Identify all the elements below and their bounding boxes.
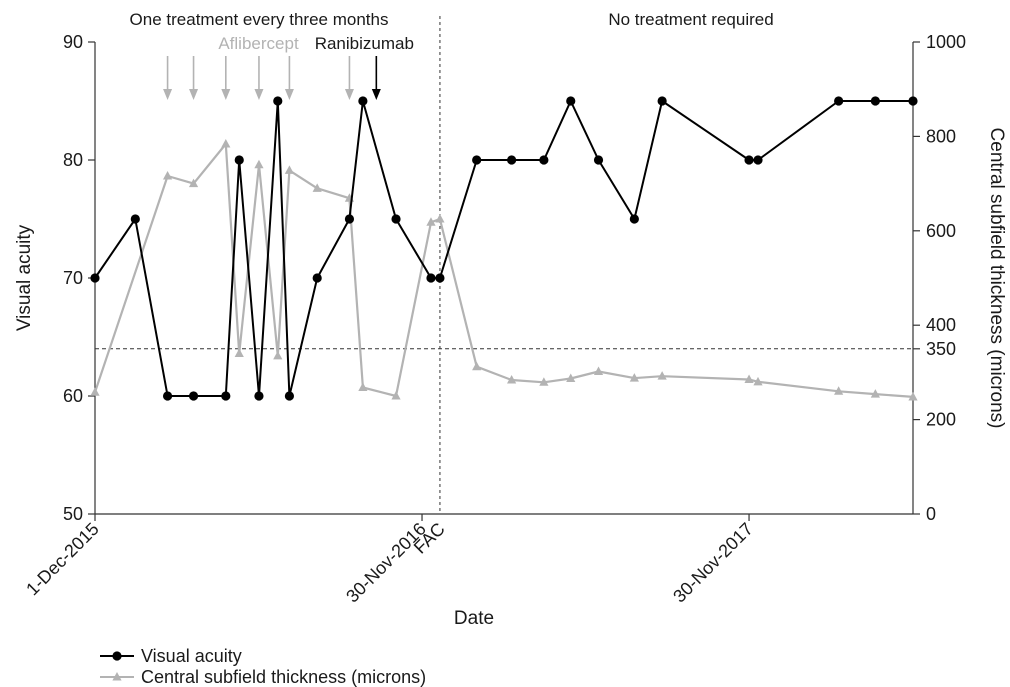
data-point-central-subfield-thickness <box>273 350 283 360</box>
data-point-central-subfield-thickness <box>254 159 264 169</box>
data-point-visual-acuity <box>90 273 100 283</box>
phase-label-after: No treatment required <box>608 10 773 29</box>
left-tick-label: 60 <box>63 386 83 406</box>
data-point-visual-acuity <box>629 214 639 224</box>
left-tick-label: 90 <box>63 32 83 52</box>
data-point-visual-acuity <box>566 96 576 106</box>
left-axis-title: Visual acuity <box>14 224 35 331</box>
data-point-central-subfield-thickness <box>234 348 244 358</box>
injection-arrow-head <box>189 89 199 100</box>
right-tick-label: 1000 <box>926 32 966 52</box>
chart-axes: 50 60 70 80 90 0 200 400 600 800 1000 350 Visual acu… <box>14 32 1007 629</box>
legend-marker-circle <box>112 651 122 661</box>
data-point-visual-acuity <box>273 96 283 106</box>
injection-label-ranibizumab: Ranibizumab <box>315 34 414 53</box>
data-point-central-subfield-thickness <box>284 165 295 174</box>
data-point-central-subfield-thickness <box>744 374 754 383</box>
data-point-visual-acuity <box>391 214 401 224</box>
data-point-visual-acuity <box>435 273 445 283</box>
injection-arrow-head <box>371 89 381 100</box>
right-tick-label: 400 <box>926 315 956 335</box>
data-point-visual-acuity <box>472 155 482 165</box>
data-point-visual-acuity <box>870 96 880 106</box>
data-point-central-subfield-thickness <box>507 374 517 384</box>
data-point-central-subfield-thickness <box>539 377 549 386</box>
injection-arrow-head <box>221 89 231 100</box>
right-tick-label: 600 <box>926 221 956 241</box>
data-point-visual-acuity <box>426 273 436 283</box>
right-tick-label: 200 <box>926 410 956 430</box>
data-point-visual-acuity <box>162 391 173 401</box>
x-tick-label: 1-Dec-2015 <box>22 519 103 600</box>
data-point-visual-acuity <box>539 155 549 165</box>
injection-arrow-head <box>163 89 173 100</box>
data-point-visual-acuity <box>657 96 667 106</box>
data-point-central-subfield-thickness <box>312 183 322 192</box>
data-point-visual-acuity <box>507 155 517 165</box>
data-point-central-subfield-thickness <box>834 386 844 395</box>
data-point-central-subfield-thickness <box>90 387 100 396</box>
injection-label-aflibercept: Aflibercept <box>218 34 299 53</box>
chart-guides <box>95 16 913 514</box>
data-point-central-subfield-thickness <box>629 373 639 382</box>
data-point-visual-acuity <box>234 155 244 165</box>
data-point-visual-acuity <box>254 391 264 401</box>
series-line-visual-acuity <box>94 100 913 397</box>
data-point-visual-acuity <box>284 391 295 401</box>
right-tick-label: 800 <box>926 126 956 146</box>
data-point-visual-acuity <box>908 96 918 106</box>
left-tick-label: 70 <box>63 268 83 288</box>
legend-label: Central subfield thickness (microns) <box>141 667 426 687</box>
injection-arrow-head <box>344 89 354 100</box>
right-tick-label: 0 <box>926 504 936 524</box>
series-line-central-subfield-thickness <box>93 142 914 398</box>
data-point-visual-acuity <box>753 155 763 165</box>
data-point-visual-acuity <box>312 273 322 283</box>
data-point-central-subfield-thickness <box>221 138 231 148</box>
data-point-central-subfield-thickness <box>593 366 604 375</box>
chart-annotations: One treatment every three months No treat… <box>130 10 774 100</box>
data-point-visual-acuity <box>188 391 199 401</box>
data-point-central-subfield-thickness <box>391 391 401 400</box>
data-point-central-subfield-thickness <box>566 373 576 383</box>
data-point-visual-acuity <box>834 96 844 106</box>
right-tick-label: 350 <box>926 339 956 359</box>
data-point-visual-acuity <box>344 214 355 224</box>
data-point-central-subfield-thickness <box>426 217 436 226</box>
right-axis-title: Central subfield thickness (microns) <box>986 128 1007 429</box>
data-point-visual-acuity <box>358 96 368 106</box>
data-point-central-subfield-thickness <box>358 382 368 392</box>
injection-arrow-head <box>254 89 264 100</box>
injection-arrow-head <box>284 89 294 100</box>
data-point-central-subfield-thickness <box>753 376 763 386</box>
phase-label-before: One treatment every three months <box>130 10 389 29</box>
data-point-central-subfield-thickness <box>870 389 880 398</box>
left-tick-label: 80 <box>63 150 83 170</box>
data-point-visual-acuity <box>221 391 231 401</box>
data-point-central-subfield-thickness <box>162 171 173 180</box>
x-tick-label: 30-Nov-2016 <box>342 519 430 607</box>
legend-marker-triangle <box>112 672 122 681</box>
chart-series <box>90 96 918 401</box>
x-tick-label: 30-Nov-2017 <box>669 519 757 607</box>
data-point-visual-acuity <box>744 155 754 165</box>
data-point-central-subfield-thickness <box>472 361 482 371</box>
data-point-visual-acuity <box>593 155 604 165</box>
data-point-central-subfield-thickness <box>188 178 199 188</box>
data-point-visual-acuity <box>130 214 140 224</box>
left-tick-label: 50 <box>63 504 83 524</box>
x-axis-title: Date <box>454 608 494 629</box>
legend-label: Visual acuity <box>141 646 242 666</box>
data-point-central-subfield-thickness <box>657 371 667 380</box>
data-point-central-subfield-thickness <box>908 391 918 401</box>
data-point-central-subfield-thickness <box>435 214 445 223</box>
